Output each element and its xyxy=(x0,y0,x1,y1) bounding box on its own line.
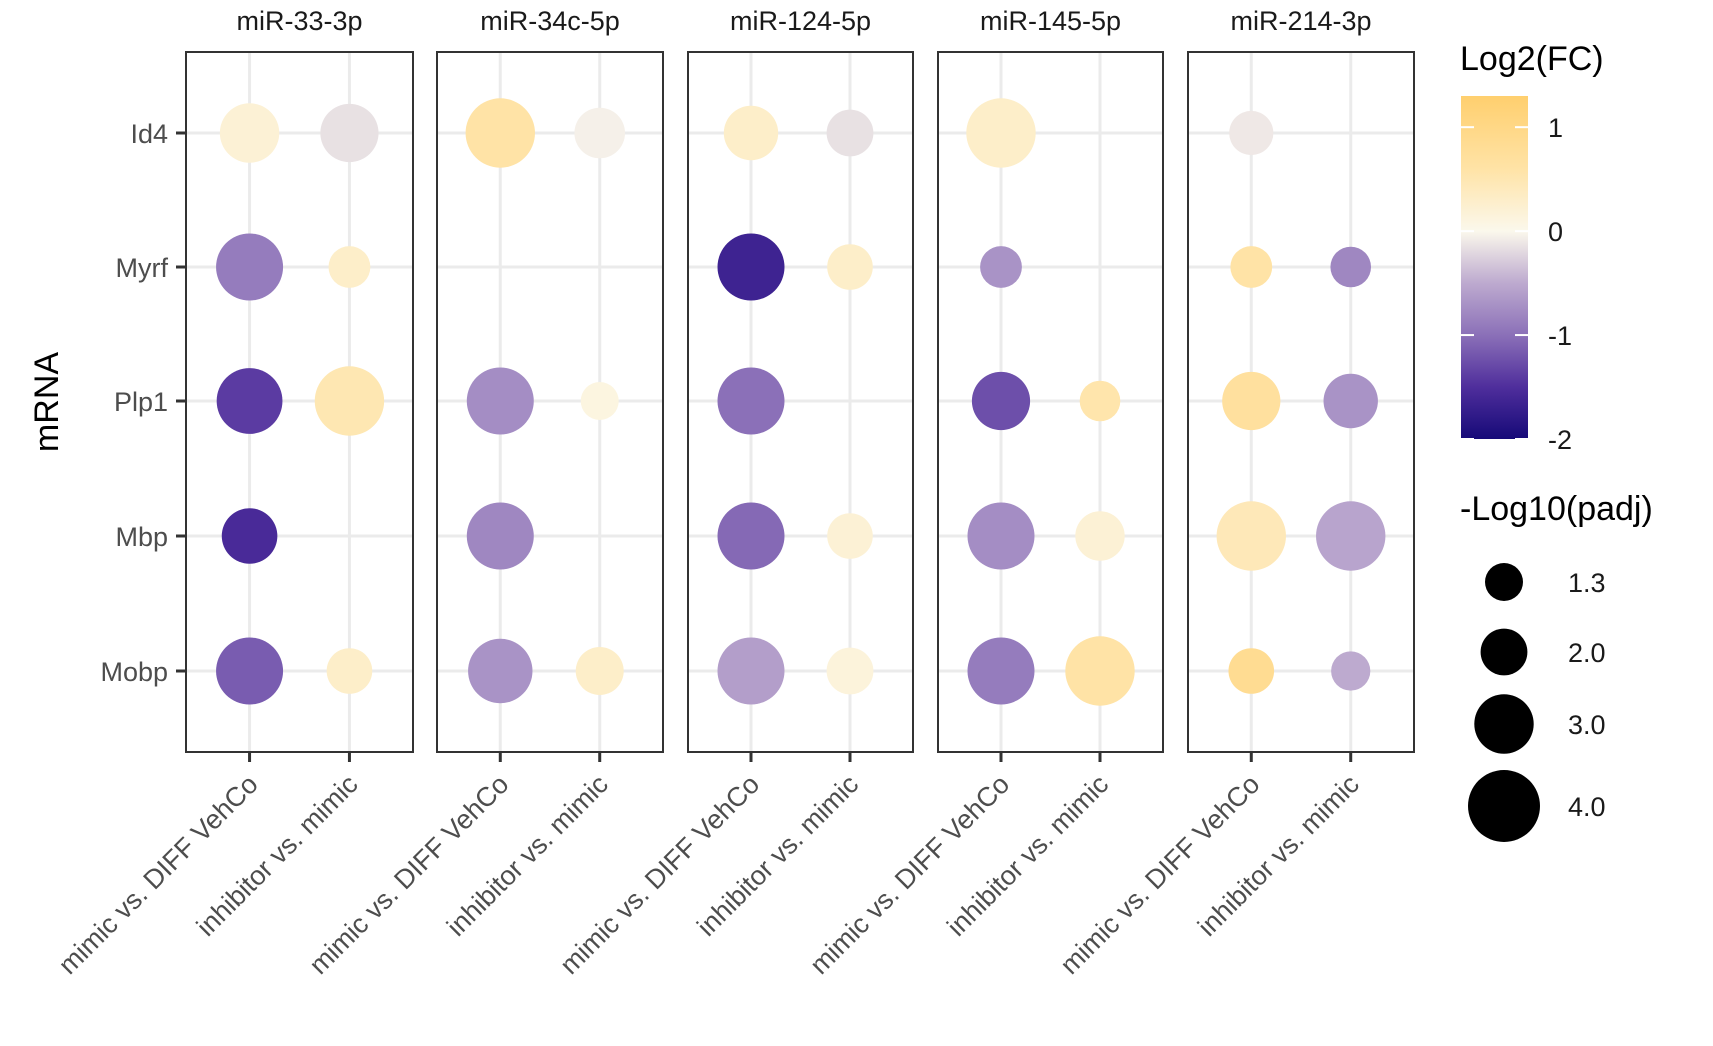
size-legend-key-0 xyxy=(1485,563,1523,601)
point-mir-214-3p-mobp-mimic-vs-diff-vehco xyxy=(1228,648,1275,694)
point-mir-33-3p-plp1-mimic-vs-diff-vehco xyxy=(216,368,283,434)
point-mir-124-5p-mbp-inhibitor-vs-mimic xyxy=(827,513,873,559)
size-legend-title: -Log10(padj) xyxy=(1460,490,1653,528)
point-mir-124-5p-plp1-mimic-vs-diff-vehco xyxy=(717,367,785,435)
point-mir-34c-5p-id4-mimic-vs-diff-vehco xyxy=(465,98,535,168)
point-mir-34c-5p-mobp-mimic-vs-diff-vehco xyxy=(468,638,533,704)
points-layer xyxy=(216,98,1386,706)
point-mir-33-3p-mbp-mimic-vs-diff-vehco xyxy=(221,508,278,564)
color-legend-label-1: 0 xyxy=(1548,217,1563,247)
point-mir-214-3p-mbp-inhibitor-vs-mimic xyxy=(1316,501,1386,571)
point-mir-214-3p-myrf-mimic-vs-diff-vehco xyxy=(1230,246,1273,288)
point-mir-214-3p-plp1-inhibitor-vs-mimic xyxy=(1323,373,1378,429)
y-tick-label-myrf: Myrf xyxy=(116,253,169,283)
point-mir-33-3p-id4-inhibitor-vs-mimic xyxy=(320,103,379,163)
point-mir-145-5p-mbp-mimic-vs-diff-vehco xyxy=(967,502,1035,570)
point-mir-145-5p-plp1-mimic-vs-diff-vehco xyxy=(971,371,1031,431)
panel-frame-mir-124-5p xyxy=(687,51,914,753)
point-mir-33-3p-mobp-inhibitor-vs-mimic xyxy=(326,648,373,694)
panel-frame-mir-34c-5p xyxy=(436,51,664,753)
color-legend-label-2: -1 xyxy=(1548,321,1572,351)
y-axis-title: mRNA xyxy=(28,352,66,452)
point-mir-124-5p-id4-mimic-vs-diff-vehco xyxy=(723,105,779,161)
point-mir-33-3p-myrf-mimic-vs-diff-vehco xyxy=(216,233,284,301)
point-mir-34c-5p-mbp-mimic-vs-diff-vehco xyxy=(466,502,534,570)
facet-title-mir-214-3p: miR-214-3p xyxy=(1230,6,1371,36)
facet-title-mir-33-3p: miR-33-3p xyxy=(236,6,362,36)
point-mir-124-5p-myrf-mimic-vs-diff-vehco xyxy=(717,233,785,301)
x-tick-label-mir-33-3p-0: mimic vs. DIFF VehCo xyxy=(53,769,264,980)
y-tick-label-mbp: Mbp xyxy=(115,522,168,552)
y-tick-label-plp1: Plp1 xyxy=(114,387,168,417)
y-tick-label-id4: Id4 xyxy=(130,119,168,149)
point-mir-124-5p-myrf-inhibitor-vs-mimic xyxy=(827,244,873,290)
size-legend-key-2 xyxy=(1474,694,1534,754)
size-legend-label-0: 1.3 xyxy=(1568,568,1606,598)
size-legend-label-1: 2.0 xyxy=(1568,638,1606,668)
point-mir-124-5p-mobp-mimic-vs-diff-vehco xyxy=(717,637,785,705)
point-mir-145-5p-myrf-mimic-vs-diff-vehco xyxy=(980,246,1022,288)
point-mir-214-3p-mobp-inhibitor-vs-mimic xyxy=(1331,651,1371,691)
point-mir-124-5p-mbp-mimic-vs-diff-vehco xyxy=(717,502,785,570)
point-mir-145-5p-mbp-inhibitor-vs-mimic xyxy=(1075,511,1125,561)
point-mir-33-3p-id4-mimic-vs-diff-vehco xyxy=(219,103,280,163)
color-legend-bar xyxy=(1461,96,1528,439)
facet-title-mir-124-5p: miR-124-5p xyxy=(730,6,871,36)
y-tick-label-mobp: Mobp xyxy=(100,657,168,687)
point-mir-33-3p-plp1-inhibitor-vs-mimic xyxy=(314,366,385,436)
legend-layer: Log2(FC) 1 0 -1 -2 -Log10(padj) 1.3 2.0 3.0 4.0 xyxy=(1460,40,1653,842)
point-mir-145-5p-plp1-inhibitor-vs-mimic xyxy=(1079,380,1121,422)
point-mir-124-5p-id4-inhibitor-vs-mimic xyxy=(826,109,874,157)
point-mir-145-5p-mobp-inhibitor-vs-mimic xyxy=(1065,636,1135,706)
color-legend-title: Log2(FC) xyxy=(1460,40,1604,78)
point-mir-34c-5p-mobp-inhibitor-vs-mimic xyxy=(575,647,624,695)
point-mir-214-3p-id4-mimic-vs-diff-vehco xyxy=(1229,110,1274,156)
panel-frame-mir-214-3p xyxy=(1187,51,1415,753)
point-mir-34c-5p-plp1-inhibitor-vs-mimic xyxy=(580,382,619,420)
point-mir-33-3p-myrf-inhibitor-vs-mimic xyxy=(328,246,371,288)
color-legend-label-0: 1 xyxy=(1548,113,1563,143)
point-mir-145-5p-id4-mimic-vs-diff-vehco xyxy=(966,98,1036,168)
panel-frames-layer xyxy=(185,51,1415,753)
point-mir-214-3p-plp1-mimic-vs-diff-vehco xyxy=(1222,371,1281,431)
point-mir-33-3p-mobp-mimic-vs-diff-vehco xyxy=(216,637,284,705)
size-legend-label-3: 4.0 xyxy=(1568,792,1606,822)
size-legend-label-2: 3.0 xyxy=(1568,710,1606,740)
panel-frame-mir-145-5p xyxy=(937,51,1164,753)
point-mir-214-3p-myrf-inhibitor-vs-mimic xyxy=(1330,246,1372,288)
size-legend-key-1 xyxy=(1480,628,1528,676)
facet-title-mir-145-5p: miR-145-5p xyxy=(980,6,1121,36)
point-mir-34c-5p-plp1-mimic-vs-diff-vehco xyxy=(466,367,534,435)
point-mir-214-3p-mbp-mimic-vs-diff-vehco xyxy=(1216,501,1286,571)
facet-title-mir-34c-5p: miR-34c-5p xyxy=(480,6,620,36)
color-legend-label-3: -2 xyxy=(1548,425,1572,455)
size-legend-key-3 xyxy=(1468,770,1540,842)
point-mir-124-5p-mobp-inhibitor-vs-mimic xyxy=(826,647,874,695)
point-mir-34c-5p-id4-inhibitor-vs-mimic xyxy=(574,107,626,159)
point-mir-145-5p-mobp-mimic-vs-diff-vehco xyxy=(967,637,1035,705)
